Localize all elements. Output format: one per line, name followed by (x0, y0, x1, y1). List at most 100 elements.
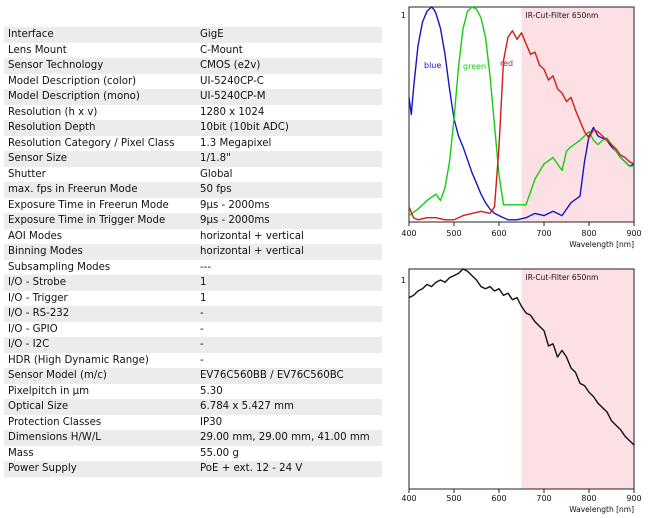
spec-row: Model Description (color) UI-5240CP-C (4, 73, 382, 89)
series-line-red (408, 30, 635, 221)
y-tick-label: 1 (401, 11, 406, 20)
spec-value: CMOS (e2v) (196, 58, 382, 74)
spec-label: Exposure Time in Freerun Mode (4, 197, 196, 213)
spec-row: Resolution Category / Pixel Class 1.3 Meg… (4, 135, 382, 151)
spec-row: Sensor Size 1/1.8" (4, 151, 382, 167)
x-tick-label: 400 (401, 494, 416, 503)
spec-value: 9µs - 2000ms (196, 213, 382, 229)
spec-value: --- (196, 259, 382, 275)
spec-value: UI-5240CP-M (196, 89, 382, 105)
spec-label: Power Supply (4, 461, 196, 477)
spec-row: I/O - I2C - (4, 337, 382, 353)
series-line-blue (408, 6, 635, 221)
spec-row: Resolution Depth 10bit (10bit ADC) (4, 120, 382, 136)
spec-label: I/O - I2C (4, 337, 196, 353)
spec-value: PoE + ext. 12 - 24 V (196, 461, 382, 477)
spec-label: HDR (High Dynamic Range) (4, 352, 196, 368)
spec-value: GigE (196, 27, 382, 43)
spec-label: Dimensions H/W/L (4, 430, 196, 446)
spec-row: Pixelpitch in µm 5.30 (4, 383, 382, 399)
spec-label: Sensor Technology (4, 58, 196, 74)
x-tick-label: 800 (581, 229, 596, 238)
spec-label: Model Description (color) (4, 73, 196, 89)
series-label-blue: blue (424, 61, 441, 70)
spec-value: 55.00 g (196, 445, 382, 461)
spec-value: 1 (196, 290, 382, 306)
spec-value: UI-5240CP-C (196, 73, 382, 89)
spec-label: Shutter (4, 166, 196, 182)
spec-label: Binning Modes (4, 244, 196, 260)
spec-row: I/O - GPIO - (4, 321, 382, 337)
spec-value: Global (196, 166, 382, 182)
spec-row: I/O - Trigger 1 (4, 290, 382, 306)
spec-row: Lens Mount C-Mount (4, 42, 382, 58)
spec-label: AOI Modes (4, 228, 196, 244)
spec-table: Interface GigE Lens Mount C-Mount Sensor Tec… (4, 27, 382, 477)
ir-cut-annotation: IR-Cut-Filter 650nm (526, 273, 599, 282)
spec-row: Exposure Time in Freerun Mode 9µs - 2000m… (4, 197, 382, 213)
spec-value: 6.784 x 5.427 mm (196, 399, 382, 415)
spec-row: Interface GigE (4, 27, 382, 43)
spec-row: Protection Classes IP30 (4, 414, 382, 430)
x-tick-label: 600 (491, 229, 506, 238)
x-tick-label: 700 (536, 494, 551, 503)
x-tick-label: 600 (491, 494, 506, 503)
spec-row: Model Description (mono) UI-5240CP-M (4, 89, 382, 105)
spec-value: 50 fps (196, 182, 382, 198)
plot-frame (408, 268, 635, 490)
spec-value: C-Mount (196, 42, 382, 58)
spec-value: horizontal + vertical (196, 244, 382, 260)
spec-value: EV76C560BB / EV76C560BC (196, 368, 382, 384)
plot-frame (408, 6, 635, 223)
series-label-red: red (500, 59, 513, 68)
spec-row: Exposure Time in Trigger Mode 9µs - 2000m… (4, 213, 382, 229)
spec-row: Power Supply PoE + ext. 12 - 24 V (4, 461, 382, 477)
spec-value: - (196, 306, 382, 322)
spec-value: 29.00 mm, 29.00 mm, 41.00 mm (196, 430, 382, 446)
spec-row: Dimensions H/W/L 29.00 mm, 29.00 mm, 41.0… (4, 430, 382, 446)
spec-value: - (196, 337, 382, 353)
spec-value: 1.3 Megapixel (196, 135, 382, 151)
spec-label: Sensor Size (4, 151, 196, 167)
spec-label: Protection Classes (4, 414, 196, 430)
spec-value: 1280 x 1024 (196, 104, 382, 120)
spec-value: - (196, 352, 382, 368)
spec-row: Resolution (h x v) 1280 x 1024 (4, 104, 382, 120)
spec-table-body: Interface GigE Lens Mount C-Mount Sensor Tec… (4, 27, 382, 477)
spec-label: Resolution (h x v) (4, 104, 196, 120)
spec-value: 10bit (10bit ADC) (196, 120, 382, 136)
series-line-line (408, 268, 635, 446)
x-tick-label: 500 (446, 494, 461, 503)
spec-row: I/O - RS-232- (4, 306, 382, 322)
spec-row: Optical Size 6.784 x 5.427 mm (4, 399, 382, 415)
x-tick-label: 800 (581, 494, 596, 503)
ir-cut-annotation: IR-Cut-Filter 650nm (526, 11, 599, 20)
spec-label: Model Description (mono) (4, 89, 196, 105)
spec-row: Sensor Technology CMOS (e2v) (4, 58, 382, 74)
spec-label: Pixelpitch in µm (4, 383, 196, 399)
x-tick-label: 400 (401, 229, 416, 238)
spec-value: 9µs - 2000ms (196, 197, 382, 213)
spec-value: - (196, 321, 382, 337)
x-tick-label: 900 (626, 229, 641, 238)
spec-row: Subsampling Modes --- (4, 259, 382, 275)
spec-label: I/O - Trigger (4, 290, 196, 306)
spec-label: Resolution Category / Pixel Class (4, 135, 196, 151)
series-label-green: green (463, 62, 486, 71)
spec-label: Resolution Depth (4, 120, 196, 136)
spec-label: I/O - GPIO (4, 321, 196, 337)
x-tick-label: 500 (446, 229, 461, 238)
spec-row: I/O - Strobe 1 (4, 275, 382, 291)
spec-value: horizontal + vertical (196, 228, 382, 244)
spec-label: Interface (4, 27, 196, 43)
spec-value: 5.30 (196, 383, 382, 399)
spec-label: Optical Size (4, 399, 196, 415)
spec-label: Mass (4, 445, 196, 461)
x-tick-label: 900 (626, 494, 641, 503)
spec-label: Exposure Time in Trigger Mode (4, 213, 196, 229)
x-axis-label: Wavelength [nm] (569, 240, 634, 249)
spec-value: 1 (196, 275, 382, 291)
spec-label: I/O - RS-232 (4, 306, 196, 322)
y-tick-label: 1 (401, 276, 406, 285)
